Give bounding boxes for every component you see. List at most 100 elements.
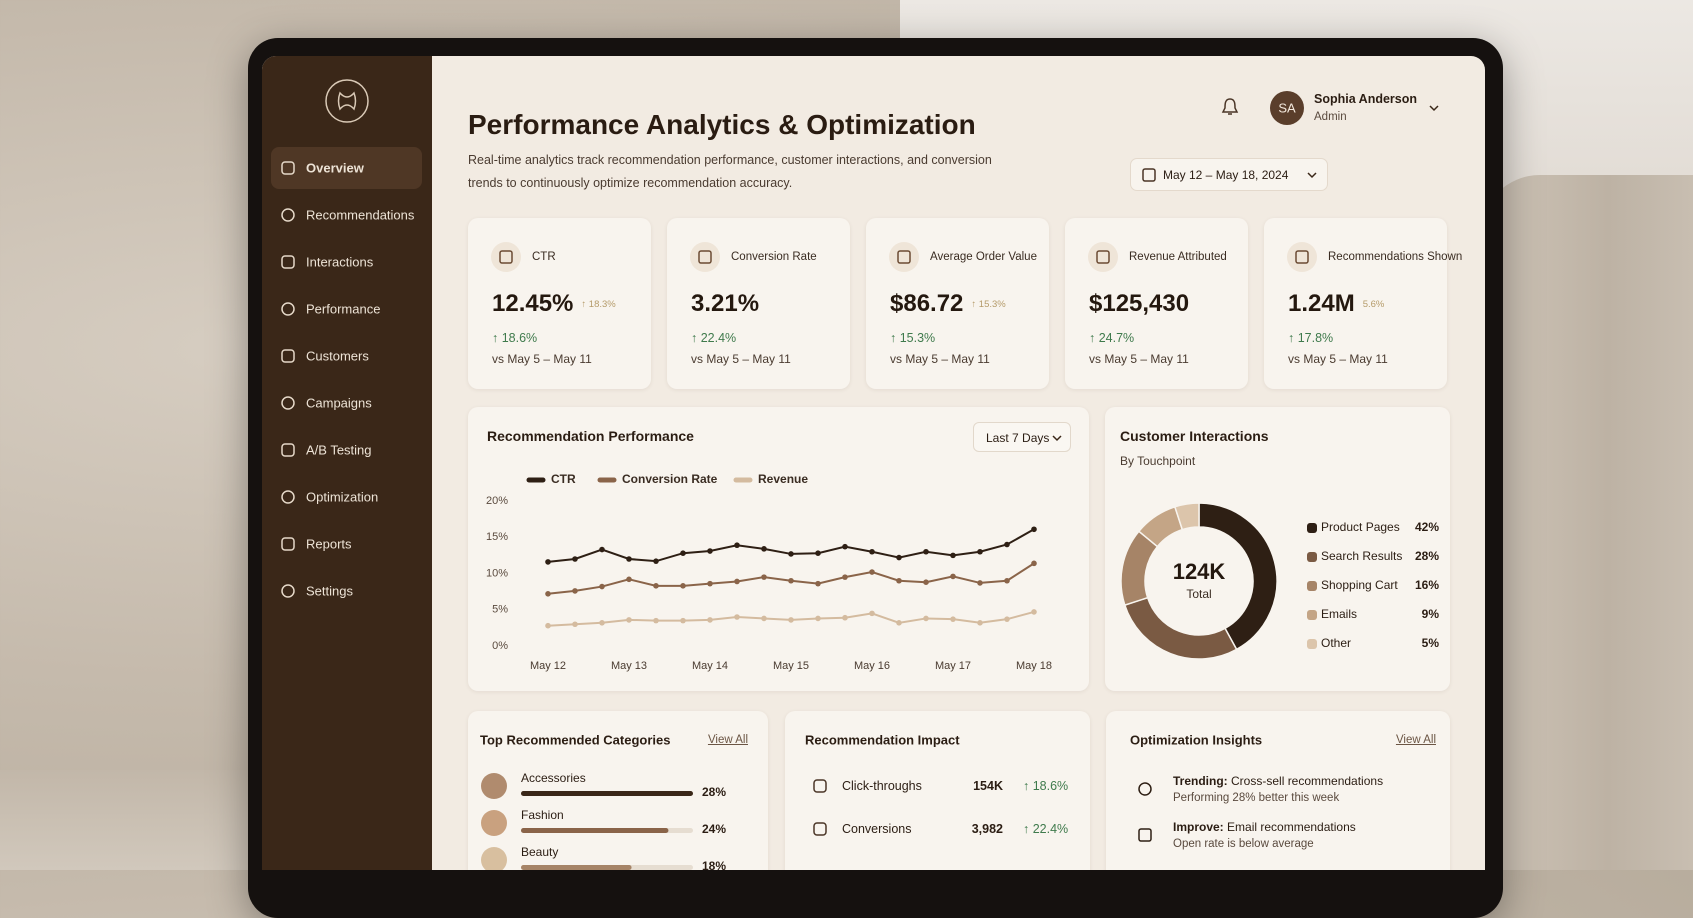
data-point (653, 583, 659, 589)
icon (281, 302, 295, 316)
kpi-change: ↑ 17.8% (1288, 331, 1334, 345)
data-point (626, 576, 632, 583)
icon-shape (698, 250, 712, 264)
insights-panel: Optimization Insights View All Trending: C… (1106, 711, 1450, 870)
legend-swatch (1307, 552, 1317, 562)
data-point (572, 556, 578, 562)
data-point (923, 579, 929, 585)
user-role: Admin (1314, 111, 1347, 123)
nav-label: Reports (306, 536, 352, 552)
category-label: Accessories (521, 771, 586, 785)
y-tick-label: 0% (492, 640, 508, 652)
kpi-badge: ↑ 18.3% (581, 298, 616, 310)
icon-shape (281, 537, 295, 551)
kpi-label: Conversion Rate (731, 251, 817, 263)
impact-change: ↑ 22.4% (1023, 822, 1069, 836)
chart-title: Customer Interactions (1120, 428, 1269, 444)
x-tick-label: May 13 (611, 660, 647, 672)
bar-value-label: 28% (702, 785, 726, 799)
kpi-value-row: 12.45% ↑ 18.3% (492, 290, 616, 318)
bar-value-label: 24% (702, 822, 726, 836)
date-picker[interactable]: May 12 – May 18, 2024 (1130, 158, 1328, 191)
view-all-link[interactable]: View All (1395, 734, 1436, 746)
data-point (626, 617, 632, 623)
kpi-value-row: 3.21% (691, 290, 759, 318)
y-tick-label: 15% (486, 531, 508, 543)
nav-label: Optimization (306, 489, 379, 505)
logo (325, 79, 369, 123)
legend-swatch (1307, 639, 1317, 649)
data-point (923, 615, 929, 622)
kpi-value: $86.72 (890, 290, 964, 317)
icon (281, 443, 295, 457)
kpi-change: ↑ 22.4% (691, 331, 737, 345)
data-point (599, 583, 605, 590)
data-point (734, 542, 740, 549)
bar-value-label: 18% (702, 859, 726, 870)
kpi-card: Conversion Rate 3.21% ↑ 22.4% vs May 5 – Ma… (667, 218, 850, 389)
page-subtitle: trends to continuously optimize recommen… (468, 176, 793, 190)
kpi-card: Average Order Value $86.72 ↑ 15.3% ↑ 15.3% v… (866, 218, 1049, 389)
data-point (653, 617, 659, 624)
data-point (977, 580, 983, 586)
insight-detail: Open rate is below average (1173, 838, 1314, 850)
panel-title: Recommendation Impact (805, 732, 960, 748)
data-point (869, 548, 875, 555)
kpi-label: Revenue Attributed (1129, 251, 1227, 263)
data-point (545, 622, 551, 629)
data-point (869, 569, 875, 575)
data-point (977, 620, 983, 626)
kpi-icon (1287, 242, 1317, 272)
avatar[interactable]: SA (1270, 91, 1304, 125)
data-point (545, 591, 551, 597)
icon (281, 208, 295, 222)
icon (698, 250, 712, 264)
data-point (923, 548, 929, 555)
period-dropdown[interactable]: Last 7 Days (973, 422, 1071, 452)
icon-shape (1138, 828, 1152, 842)
nav-label: Recommendations (306, 207, 415, 223)
data-point (761, 615, 767, 622)
nav-item[interactable] (271, 147, 422, 189)
chevron-shape (1307, 172, 1317, 179)
notification-bell[interactable] (1220, 97, 1240, 117)
nav-label: Customers (306, 348, 369, 364)
kpi-compare: vs May 5 – May 11 (1288, 352, 1388, 366)
view-all-link[interactable]: View All (707, 734, 748, 746)
bar (521, 865, 632, 870)
kpi-card: Revenue Attributed $125,430 ↑ 24.7% vs May … (1065, 218, 1248, 389)
icon-shape (281, 208, 295, 222)
page-title: Performance Analytics & Optimization (468, 109, 976, 140)
chart-subtitle: By Touchpoint (1120, 454, 1196, 468)
data-point (680, 550, 686, 556)
data-point (653, 558, 659, 564)
icon-shape (813, 779, 827, 793)
nav-label: Campaigns (306, 395, 372, 411)
data-point (707, 548, 713, 554)
kpi-change: ↑ 24.7% (1089, 331, 1135, 345)
data-point (896, 620, 902, 626)
x-tick-label: May 16 (854, 660, 890, 672)
icon-shape (281, 490, 295, 504)
x-tick-label: May 17 (935, 660, 971, 672)
kpi-compare: vs May 5 – May 11 (691, 352, 791, 366)
impact-change: ↑ 18.6% (1023, 779, 1069, 793)
data-point (842, 574, 848, 580)
legend-value: 42% (1415, 520, 1439, 534)
insight-text: Cross-sell recommendations (1231, 774, 1384, 788)
impact-value: 3,982 (971, 822, 1003, 836)
kpi-card: CTR 12.45% ↑ 18.3% ↑ 18.6% vs May 5 – May 11 (468, 218, 651, 389)
legend-swatch (1307, 581, 1317, 591)
impact-label: Conversions (842, 822, 912, 836)
icon (1138, 782, 1152, 796)
avatar-initials: SA (1278, 100, 1296, 116)
icon-shape (281, 255, 295, 269)
user-name: Sophia Anderson (1314, 92, 1418, 106)
data-point (1004, 616, 1010, 622)
donut-chart-panel: Customer Interactions By Touchpoint Produc… (1105, 407, 1450, 691)
icon-shape (281, 349, 295, 363)
kpi-compare: vs May 5 – May 11 (492, 352, 592, 366)
category-avatar (481, 847, 507, 870)
chart: 0% 5% 10% 15% 20% May 12 May 13 May 14 May 15 May… (486, 472, 1052, 672)
